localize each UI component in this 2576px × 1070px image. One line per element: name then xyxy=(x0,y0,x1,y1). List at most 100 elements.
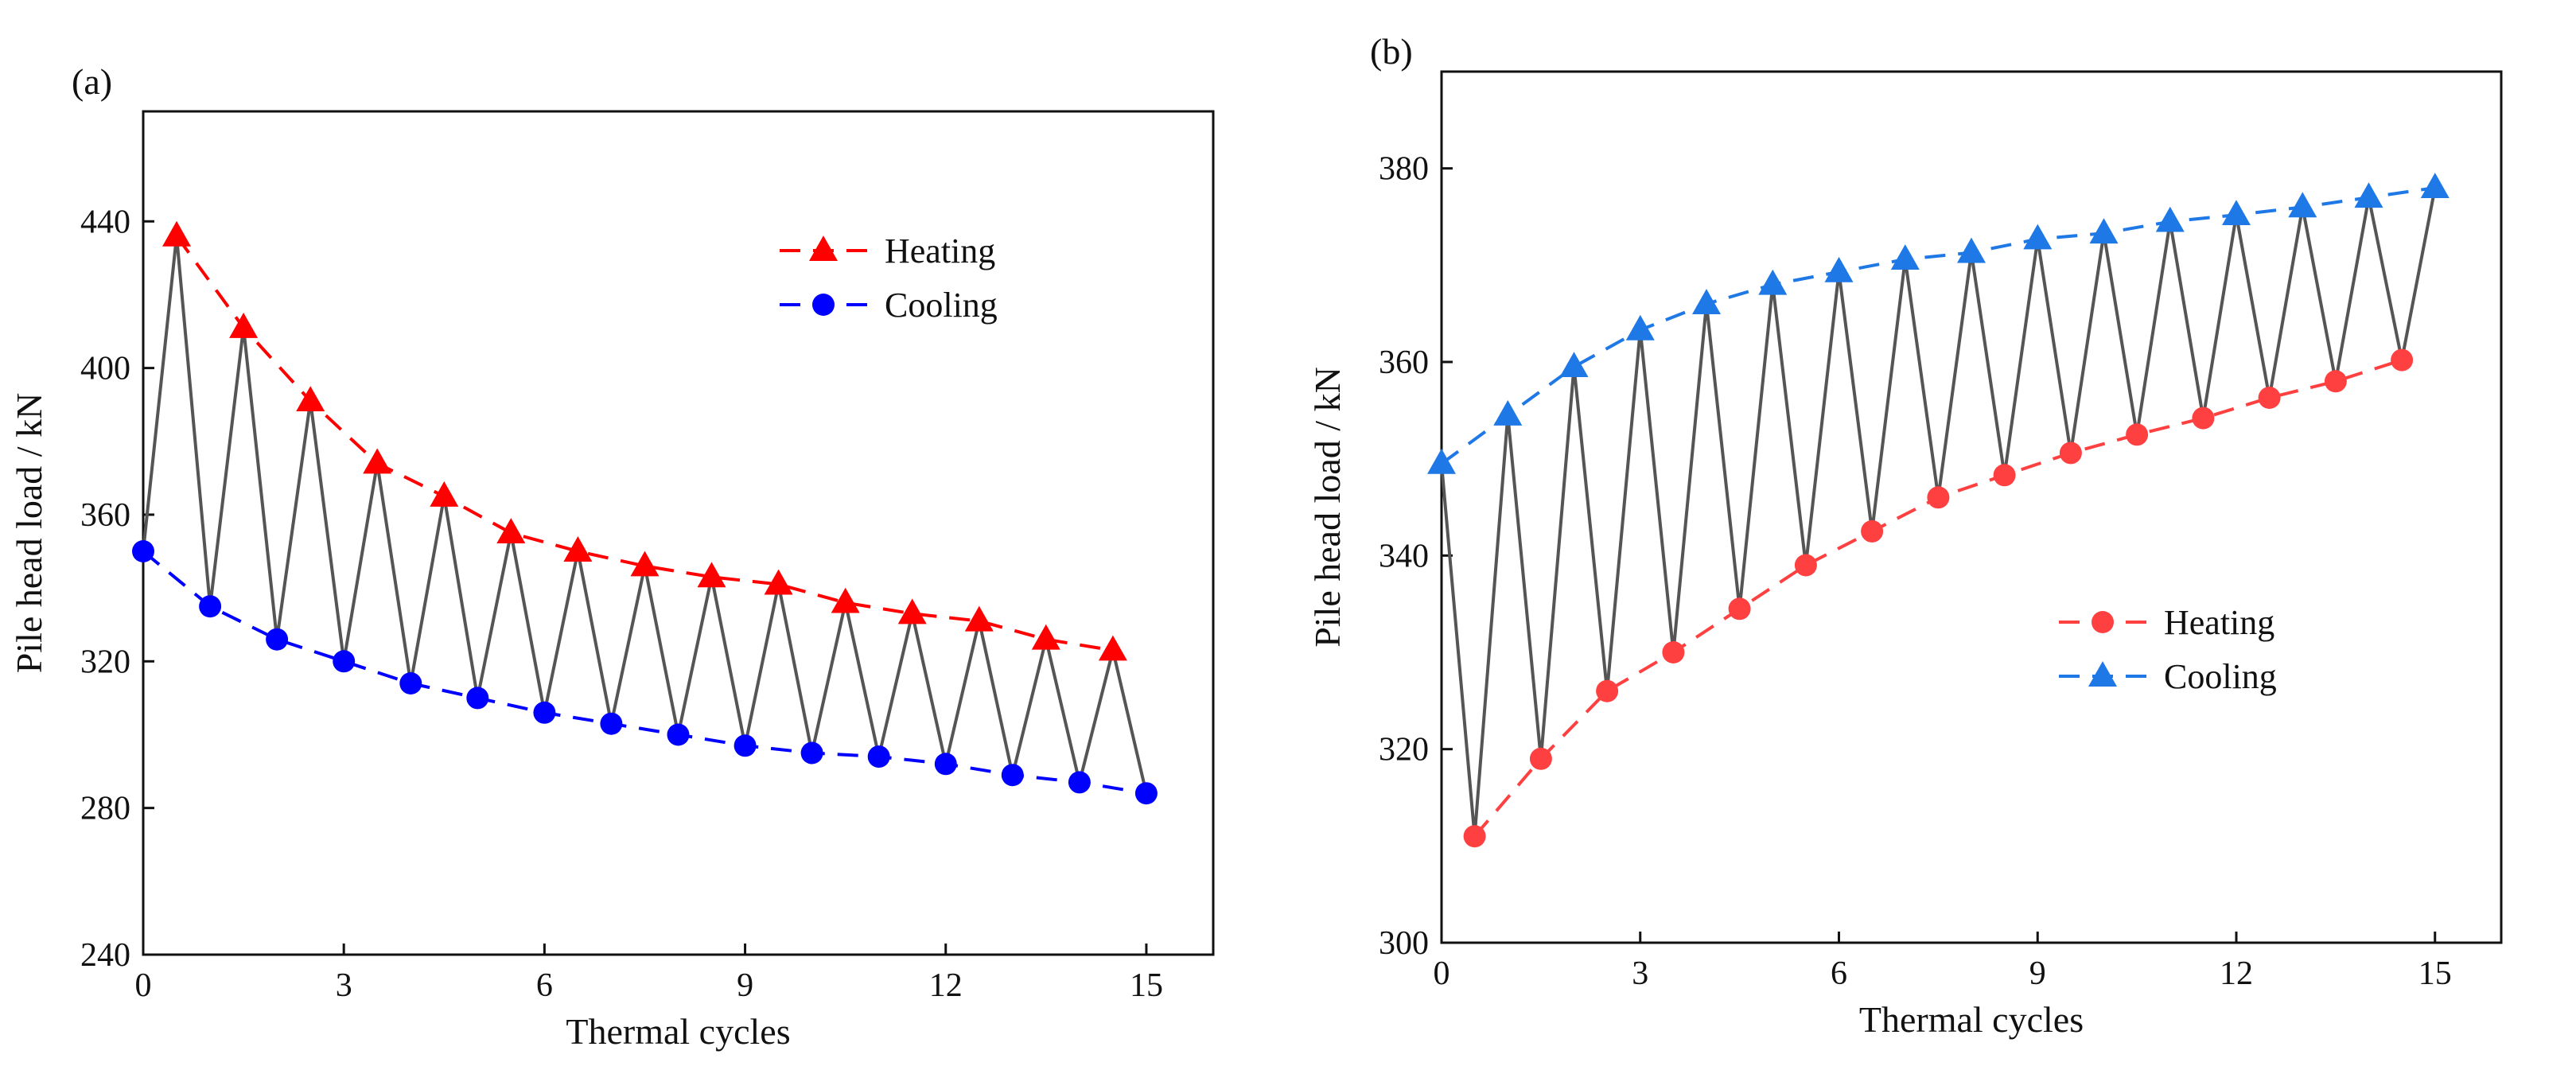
heating-trend-line xyxy=(1473,358,2403,838)
legend-label: Heating xyxy=(2164,603,2274,642)
heating-point xyxy=(1463,825,1486,848)
cooling-point xyxy=(733,734,757,757)
heating-point xyxy=(1861,519,1884,543)
heating-point xyxy=(897,598,927,624)
heating-point xyxy=(2258,387,2281,409)
x-tick-label: 9 xyxy=(2029,955,2046,992)
cooling-point xyxy=(2288,192,2317,218)
load-path-line xyxy=(1440,187,2437,838)
x-tick-label: 9 xyxy=(737,967,753,1004)
legend-swatch-marker xyxy=(2092,611,2114,633)
y-axis-title: Pile head load / kN xyxy=(1307,367,1348,648)
cooling-point xyxy=(199,595,222,618)
heating-point xyxy=(296,386,325,411)
y-axis-title: Pile head load / kN xyxy=(9,393,49,674)
cooling-point xyxy=(1692,289,1721,314)
x-tick-label: 15 xyxy=(1130,967,1163,1004)
y-tick-label: 300 xyxy=(1379,925,1429,962)
x-axis-title: Thermal cycles xyxy=(1859,999,2084,1040)
heating-point xyxy=(1927,486,1950,509)
heating-point xyxy=(2391,348,2414,372)
cooling-trend-line xyxy=(142,550,1147,796)
x-tick-label: 3 xyxy=(336,967,352,1004)
cooling-point xyxy=(1427,448,1456,474)
heating-point xyxy=(1529,747,1552,770)
x-tick-label: 0 xyxy=(135,967,152,1004)
cooling-point xyxy=(466,687,489,710)
heating-point xyxy=(1098,635,1127,661)
cooling-point xyxy=(1068,771,1091,794)
x-axis-title: Thermal cycles xyxy=(566,1011,790,1052)
y-tick-label: 400 xyxy=(80,351,130,387)
y-tick-label: 380 xyxy=(1379,151,1429,188)
x-tick-label: 0 xyxy=(1434,955,1450,992)
heating-point xyxy=(1728,597,1751,621)
heating-point xyxy=(2324,370,2347,393)
heating-point xyxy=(2192,407,2215,430)
x-tick-label: 12 xyxy=(929,967,963,1004)
cooling-point xyxy=(934,753,957,776)
cooling-point xyxy=(600,712,623,735)
x-tick-label: 15 xyxy=(2418,955,2452,992)
cooling-point xyxy=(1758,269,1788,295)
cooling-point xyxy=(333,650,356,673)
legend-label: Cooling xyxy=(885,286,998,325)
plot-frame xyxy=(1440,70,2503,944)
heating-point xyxy=(2059,442,2082,465)
y-tick-label: 440 xyxy=(80,204,130,240)
heating-point xyxy=(1031,624,1060,650)
panel-b-chart: 0 3 6 9 12 15 300 320 340 360 380 Thermal cycles Pil… xyxy=(1307,31,2503,1040)
cooling-point xyxy=(1824,256,1854,282)
heating-point xyxy=(162,220,191,247)
x-tick-label: 12 xyxy=(2220,955,2253,992)
cooling-point xyxy=(2420,173,2450,198)
cooling-trend-line xyxy=(1440,186,2436,465)
cooling-point xyxy=(533,701,556,724)
heating-point xyxy=(630,551,660,577)
cooling-point xyxy=(1890,244,1920,270)
panel-label: (b) xyxy=(1370,31,1413,72)
plot-frame xyxy=(142,110,1215,956)
cooling-point xyxy=(667,723,690,746)
y-tick-label: 360 xyxy=(80,497,130,534)
heating-point xyxy=(1662,641,1685,663)
cooling-point xyxy=(2089,218,2119,244)
heating-point xyxy=(1596,679,1619,702)
heating-point xyxy=(964,605,994,632)
y-tick-label: 320 xyxy=(80,644,130,680)
cooling-point xyxy=(132,540,154,562)
cooling-point xyxy=(2354,182,2383,208)
legend-swatch-marker xyxy=(812,294,835,316)
cooling-point xyxy=(2155,206,2185,232)
cooling-point xyxy=(1493,400,1523,426)
panel-a-chart: 0 3 6 9 12 15 240 280 320 360 400 440 Thermal cycles… xyxy=(9,61,1215,1052)
cooling-point xyxy=(1001,764,1024,787)
y-tick-label: 240 xyxy=(80,937,130,974)
y-tick-label: 360 xyxy=(1379,344,1429,381)
cooling-point xyxy=(867,745,890,768)
cooling-point xyxy=(800,741,823,765)
legend-label: Cooling xyxy=(2164,657,2277,696)
heating-point xyxy=(563,536,593,562)
legend-swatch-marker xyxy=(2088,661,2117,687)
heating-point xyxy=(1993,464,2016,487)
heating-point xyxy=(363,448,392,474)
y-tick-label: 340 xyxy=(1379,538,1429,574)
y-tick-label: 320 xyxy=(1379,732,1429,768)
cooling-point xyxy=(1625,314,1655,340)
cooling-point xyxy=(2023,224,2053,250)
y-tick-label: 280 xyxy=(80,791,130,827)
heating-point xyxy=(496,518,526,543)
heating-point xyxy=(430,481,459,507)
heating-trend-line xyxy=(175,235,1114,652)
heating-point xyxy=(229,313,259,338)
x-tick-label: 6 xyxy=(536,967,553,1004)
heating-point xyxy=(697,562,726,588)
heating-point xyxy=(764,569,793,595)
cooling-point xyxy=(2222,200,2251,225)
heating-point xyxy=(831,587,860,613)
legend-label: Heating xyxy=(885,232,995,270)
heating-point xyxy=(2126,423,2149,446)
cooling-point xyxy=(1559,352,1589,377)
